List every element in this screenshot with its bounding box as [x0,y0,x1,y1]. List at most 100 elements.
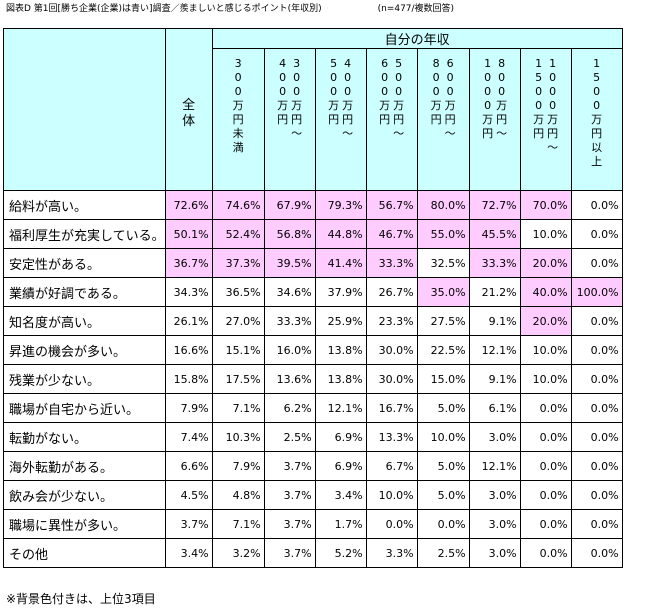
total-value-cell: 3.7% [164,509,213,539]
value-cell: 3.7% [263,451,316,481]
header-income-band: 自分の年収 [211,28,623,49]
column-header-7: 1 0 0 0 万円〜 1 5 0 0 万円 [519,48,572,191]
total-value-cell: 7.9% [164,393,213,423]
value-cell: 9.1% [468,306,521,336]
value-cell: 74.6% [211,190,265,220]
table-row: 職場に異性が多い。 3.7% 7.1% 3.7% 1.7% 0.0% 0.0% 3.0% 0.0… [3,509,623,539]
value-cell: 80.0% [416,190,470,220]
value-cell: 26.7% [365,277,418,307]
value-cell: 12.1% [468,335,521,365]
value-cell: 23.3% [365,306,418,336]
value-cell: 0.0% [519,509,572,539]
row-label: 海外転勤がある。 [3,451,166,481]
value-cell: 36.5% [211,277,265,307]
value-cell: 6.2% [263,393,316,423]
value-cell: 0.0% [570,451,623,481]
value-cell: 16.0% [263,335,316,365]
value-cell: 5.0% [416,451,470,481]
table-row: 知名度が高い。 26.1% 27.0% 33.3% 25.9% 23.3% 27.5% 9.1… [3,306,623,336]
value-cell: 0.0% [519,422,572,452]
column-header-5: 6 0 0 万円〜 8 0 0 万円 [416,48,470,191]
value-cell: 0.0% [570,219,623,249]
value-cell: 21.2% [468,277,521,307]
value-cell: 22.5% [416,335,470,365]
column-header-4: 5 0 0 万円〜 6 0 0 万円 [365,48,418,191]
value-cell: 0.0% [365,509,418,539]
value-cell: 44.8% [314,219,367,249]
value-cell: 0.0% [570,422,623,452]
value-cell: 0.0% [416,509,470,539]
total-value-cell: 6.6% [164,451,213,481]
value-cell: 0.0% [570,190,623,220]
value-cell: 70.0% [519,190,572,220]
value-cell: 17.5% [211,364,265,394]
value-cell: 45.5% [468,219,521,249]
value-cell: 3.4% [314,480,367,510]
value-cell: 10.0% [416,422,470,452]
value-cell: 0.0% [570,248,623,278]
header-total-line-1: 全体 [182,97,196,129]
data-table: 全体 自分の年収 3 0 0 万円未満 3 0 0 万円〜 4 0 0 万円 4 0 0 万円〜 5 0 0 万円 5 0… [3,28,623,568]
value-cell: 0.0% [570,480,623,510]
row-label: 福利厚生が充実している。 [3,219,166,249]
value-cell: 15.1% [211,335,265,365]
value-cell: 33.3% [263,306,316,336]
value-cell: 72.7% [468,190,521,220]
value-cell: 79.3% [314,190,367,220]
value-cell: 30.0% [365,364,418,394]
column-header-5-line-1: 6 0 0 万円〜 [444,57,456,140]
value-cell: 16.7% [365,393,418,423]
value-cell: 5.0% [416,393,470,423]
column-header-3: 4 0 0 万円〜 5 0 0 万円 [314,48,367,191]
value-cell: 3.2% [211,538,265,568]
value-cell: 55.0% [416,219,470,249]
value-cell: 15.0% [416,364,470,394]
value-cell: 9.1% [468,364,521,394]
value-cell: 0.0% [570,393,623,423]
column-header-7-line-1: 1 0 0 0 万円〜 [547,57,559,154]
value-cell: 52.4% [211,219,265,249]
value-cell: 40.0% [519,277,572,307]
row-label: 業績が好調である。 [3,277,166,307]
total-value-cell: 7.4% [164,422,213,452]
value-cell: 13.8% [314,335,367,365]
value-cell: 12.1% [468,451,521,481]
value-cell: 13.3% [365,422,418,452]
value-cell: 2.5% [416,538,470,568]
value-cell: 10.0% [519,364,572,394]
footnote: ※背景色付きは、上位3項目 [6,592,156,606]
column-header-2: 3 0 0 万円〜 4 0 0 万円 [263,48,316,191]
value-cell: 0.0% [570,364,623,394]
value-cell: 7.1% [211,509,265,539]
title-main: 図表D 第1回[勝ち企業(企業)は青い]調査／羨ましいと感じるポイント(年収別) [6,4,322,14]
value-cell: 6.9% [314,422,367,452]
figure-title: 図表D 第1回[勝ち企業(企業)は青い]調査／羨ましいと感じるポイント(年収別)… [6,3,454,15]
value-cell: 13.6% [263,364,316,394]
value-cell: 3.7% [263,509,316,539]
value-cell: 20.0% [519,248,572,278]
value-cell: 3.7% [263,480,316,510]
table-row: 転勤がない。 7.4% 10.3% 2.5% 6.9% 13.3% 10.0% 3.0% 0.0… [3,422,623,452]
total-value-cell: 16.6% [164,335,213,365]
value-cell: 0.0% [519,393,572,423]
value-cell: 5.0% [416,480,470,510]
table-row: その他 3.4% 3.2% 3.7% 5.2% 3.3% 2.5% 3.0% 0.0% 0.0% [3,538,623,568]
value-cell: 56.7% [365,190,418,220]
table-row: 業績が好調である。 34.3% 36.5% 34.6% 37.9% 26.7% 35.0% 2… [3,277,623,307]
value-cell: 6.9% [314,451,367,481]
value-cell: 27.0% [211,306,265,336]
row-label: 職場に異性が多い。 [3,509,166,539]
total-value-cell: 26.1% [164,306,213,336]
value-cell: 13.8% [314,364,367,394]
value-cell: 41.4% [314,248,367,278]
value-cell: 33.3% [468,248,521,278]
value-cell: 0.0% [519,451,572,481]
value-cell: 3.3% [365,538,418,568]
value-cell: 37.3% [211,248,265,278]
